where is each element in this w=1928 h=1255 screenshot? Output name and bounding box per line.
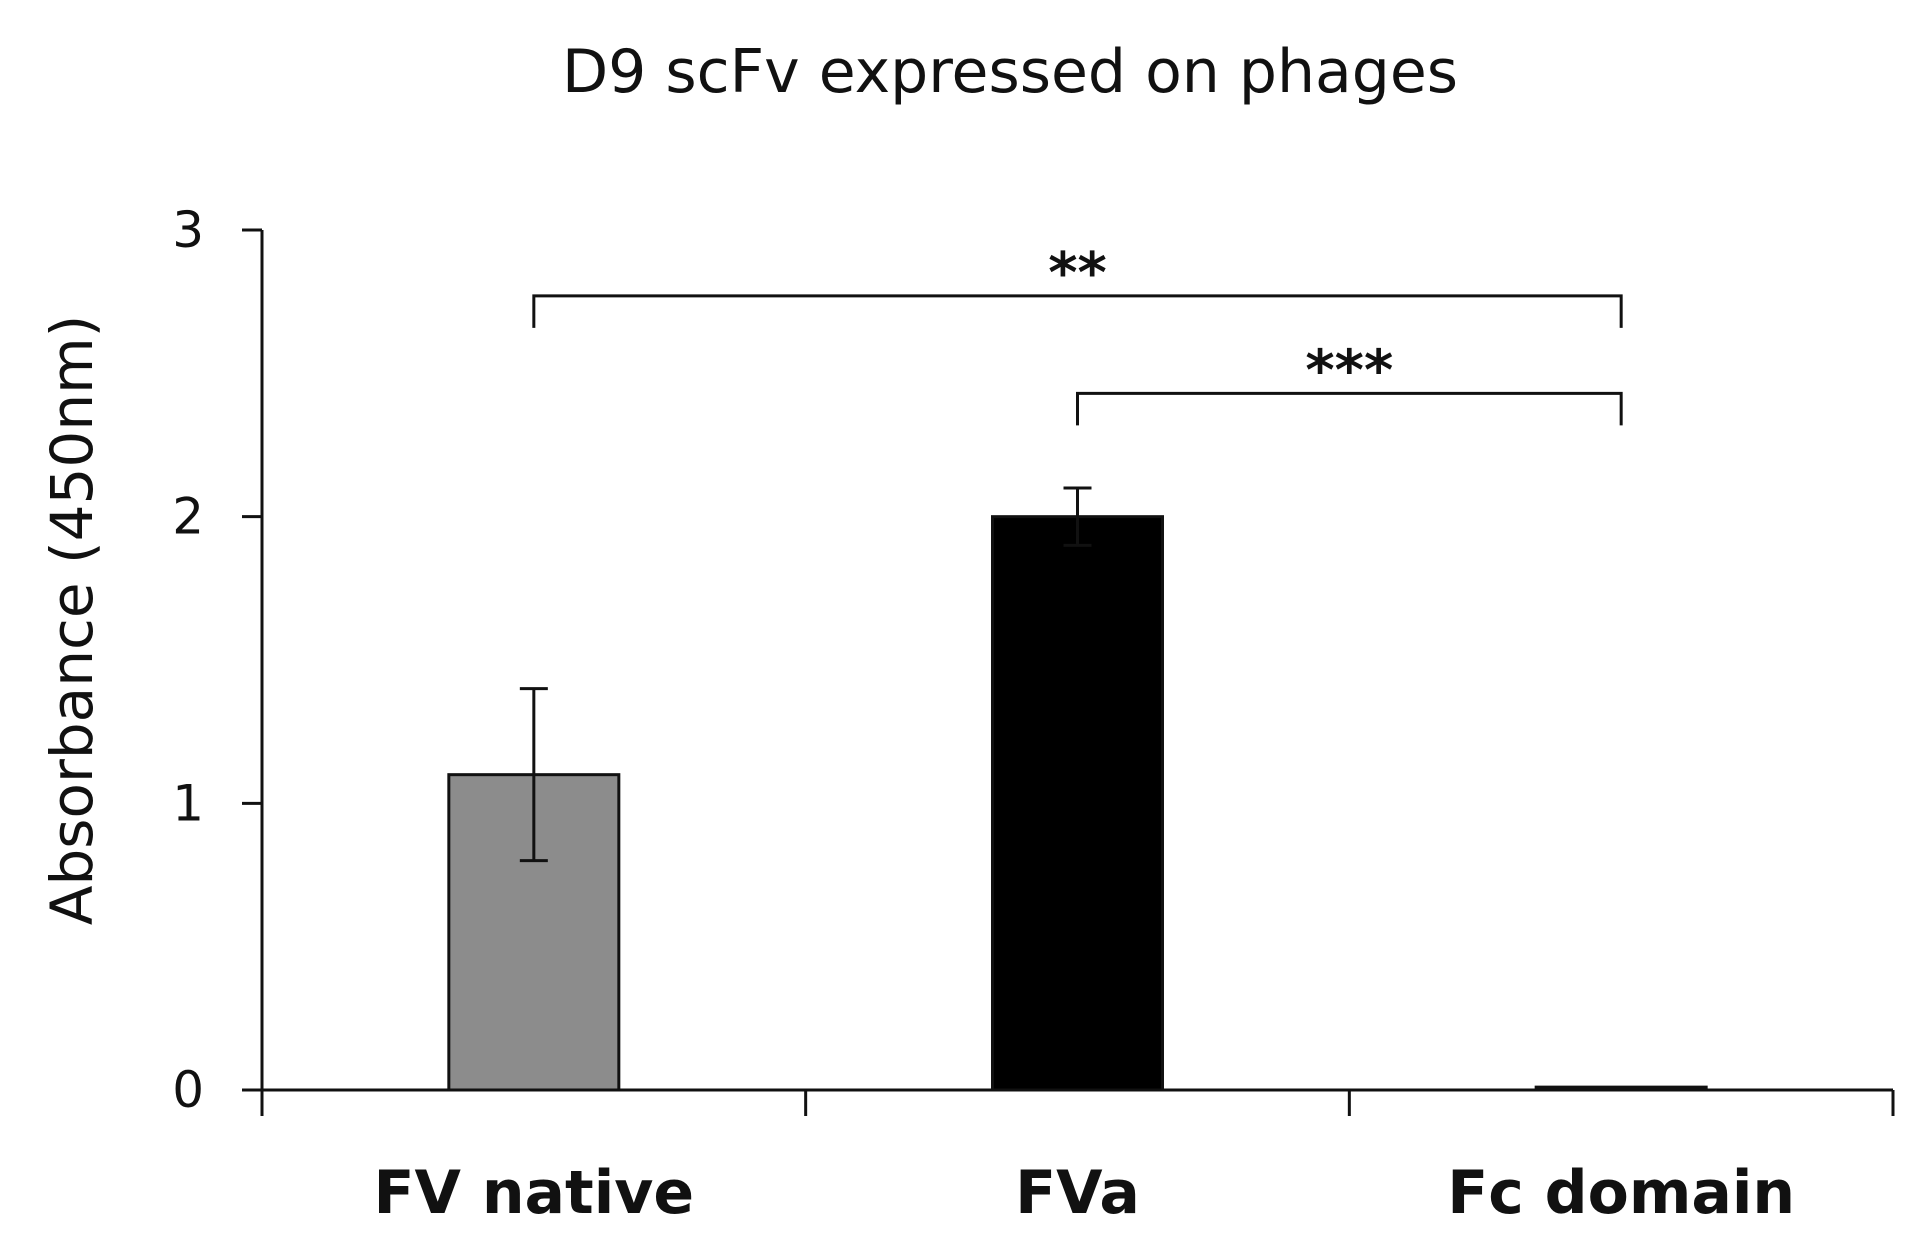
chart-title: D9 scFv expressed on phages: [562, 37, 1458, 107]
bar-1: [991, 515, 1164, 1092]
significance-bracket-1: [1076, 391, 1623, 426]
x-tick-label-0: FV native: [374, 1158, 695, 1228]
x-tick-label-1: FVa: [1015, 1158, 1140, 1228]
y-tick-label-3: 3: [172, 201, 204, 259]
significance-brackets: *****: [532, 241, 1623, 426]
y-tick-label-2: 2: [172, 488, 204, 546]
significance-label-1: ***: [1305, 338, 1393, 403]
bars: [447, 486, 1708, 1092]
y-tick-label-0: 0: [172, 1061, 204, 1119]
y-axis-label: Absorbance (450nm): [38, 315, 106, 925]
significance-label-0: **: [1048, 241, 1107, 306]
y-tick-label-1: 1: [172, 774, 204, 832]
significance-bracket-0: [532, 294, 1623, 328]
bar-2: [1534, 1085, 1708, 1092]
x-tick-label-2: Fc domain: [1447, 1158, 1795, 1228]
